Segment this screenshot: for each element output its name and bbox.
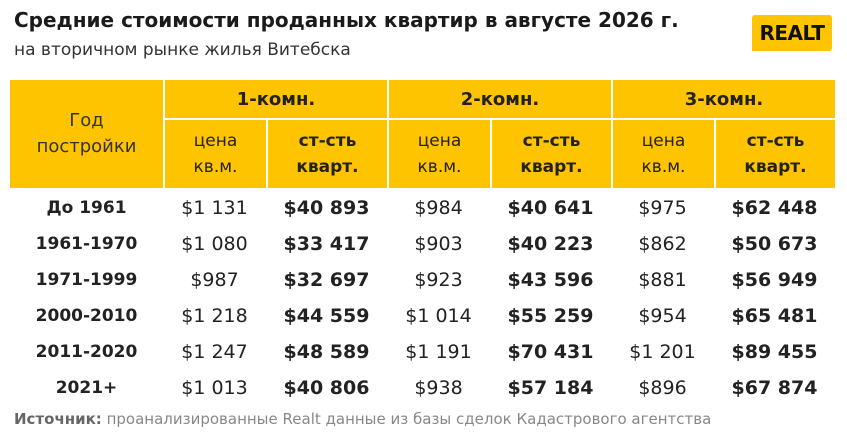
apartment-price: $33 417 bbox=[283, 233, 370, 255]
apartment-price: $50 673 bbox=[731, 233, 818, 255]
sub-header: цена кв.м. bbox=[611, 118, 714, 188]
logo: REALT bbox=[752, 15, 832, 51]
year-cell: 1971-1999 bbox=[35, 270, 138, 290]
source-text: проанализированные Realt данные из базы … bbox=[106, 410, 712, 428]
sub-header: цена кв.м. bbox=[163, 118, 266, 188]
apartment-price: $62 448 bbox=[731, 197, 818, 219]
apartment-price: $32 697 bbox=[283, 269, 370, 291]
sqm-price: $1 080 bbox=[181, 233, 248, 255]
apartment-price: $67 874 bbox=[731, 377, 818, 399]
apartment-price: $40 806 bbox=[283, 377, 370, 399]
source-label: Источник: bbox=[14, 410, 102, 428]
sqm-price: $903 bbox=[414, 233, 463, 255]
subtitle: на вторичном рынке жилья Витебска bbox=[14, 40, 351, 60]
group-header: 2-комн. bbox=[387, 80, 611, 118]
sqm-price: $1 013 bbox=[181, 377, 248, 399]
title: Средние стоимости проданных квартир в ав… bbox=[14, 8, 679, 32]
sqm-price: $1 014 bbox=[405, 305, 472, 327]
sqm-price: $1 201 bbox=[629, 341, 696, 363]
table-row: До 1961 $1 131 $40 893 $984 $40 641 $975 $62 4… bbox=[10, 190, 835, 226]
apartment-price: $40 223 bbox=[507, 233, 594, 255]
sqm-price: $1 191 bbox=[405, 341, 472, 363]
corner-header: Год постройки bbox=[36, 110, 137, 157]
table-row: 1971-1999 $987 $32 697 $923 $43 596 $881 $56 9… bbox=[10, 262, 835, 298]
table-row: 2000-2010 $1 218 $44 559 $1 014 $55 259 $954 $… bbox=[10, 298, 835, 334]
apartment-price: $48 589 bbox=[283, 341, 370, 363]
sqm-price: $862 bbox=[638, 233, 687, 255]
table-row: 2021+ $1 013 $40 806 $938 $57 184 $896 $67 874 bbox=[10, 370, 835, 406]
apartment-price: $56 949 bbox=[731, 269, 818, 291]
sub-header: ст-сть кварт. bbox=[714, 118, 835, 188]
sqm-price: $896 bbox=[638, 377, 687, 399]
table-row: 1961-1970 $1 080 $33 417 $903 $40 223 $862 $50… bbox=[10, 226, 835, 262]
table: Год постройки 1-комн. цена кв.м. ст-сть кв… bbox=[10, 80, 835, 406]
year-cell: 2000-2010 bbox=[35, 306, 138, 326]
sqm-price: $975 bbox=[638, 197, 687, 219]
year-cell: До 1961 bbox=[46, 198, 127, 218]
apartment-price: $89 455 bbox=[731, 341, 818, 363]
year-cell: 2021+ bbox=[55, 378, 118, 398]
sub-header: ст-сть кварт. bbox=[490, 118, 611, 188]
sqm-price: $1 247 bbox=[181, 341, 248, 363]
apartment-price: $55 259 bbox=[507, 305, 594, 327]
sqm-price: $1 131 bbox=[181, 197, 248, 219]
sub-header: цена кв.м. bbox=[387, 118, 490, 188]
source: Источник: проанализированные Realt данны… bbox=[14, 410, 711, 428]
apartment-price: $57 184 bbox=[507, 377, 594, 399]
sqm-price: $938 bbox=[414, 377, 463, 399]
year-cell: 1961-1970 bbox=[35, 234, 138, 254]
apartment-price: $40 641 bbox=[507, 197, 594, 219]
apartment-price: $40 893 bbox=[283, 197, 370, 219]
year-cell: 2011-2020 bbox=[35, 342, 138, 362]
sub-header: ст-сть кварт. bbox=[266, 118, 387, 188]
sqm-price: $984 bbox=[414, 197, 463, 219]
sqm-price: $1 218 bbox=[181, 305, 248, 327]
sqm-price: $923 bbox=[414, 269, 463, 291]
sqm-price: $954 bbox=[638, 305, 687, 327]
table-body: До 1961 $1 131 $40 893 $984 $40 641 $975 $62 4… bbox=[10, 190, 835, 406]
sqm-price: $881 bbox=[638, 269, 687, 291]
sqm-price: $987 bbox=[190, 269, 239, 291]
group-header: 1-комн. bbox=[163, 80, 387, 118]
apartment-price: $44 559 bbox=[283, 305, 370, 327]
apartment-price: $43 596 bbox=[507, 269, 594, 291]
apartment-price: $65 481 bbox=[731, 305, 818, 327]
group-header: 3-комн. bbox=[611, 80, 835, 118]
apartment-price: $70 431 bbox=[507, 341, 594, 363]
table-header: Год постройки 1-комн. цена кв.м. ст-сть кв… bbox=[10, 80, 835, 188]
table-row: 2011-2020 $1 247 $48 589 $1 191 $70 431 $1 20… bbox=[10, 334, 835, 370]
